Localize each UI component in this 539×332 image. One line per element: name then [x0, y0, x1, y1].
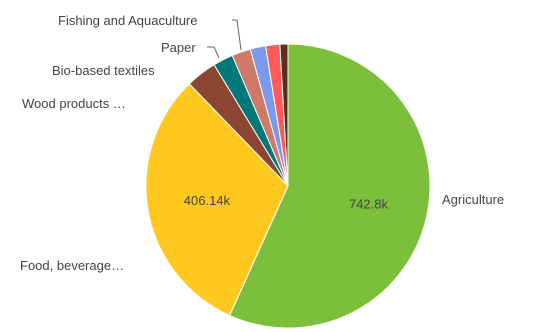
slice-label: Food, beverage… [20, 258, 124, 273]
data-label: 742.8k [349, 196, 389, 211]
pie-slice[interactable] [145, 83, 289, 317]
slice-label: Agriculture [442, 192, 504, 207]
pie-slice[interactable] [228, 43, 431, 329]
slice-label: Paper [161, 40, 196, 55]
slice-label: Bio-based textiles [52, 63, 155, 78]
pie-slice[interactable] [279, 43, 289, 187]
slice-label: Wood products … [22, 96, 126, 111]
slice-label: Fishing and Aquaculture [58, 13, 197, 28]
label-leader-line [207, 46, 220, 59]
label-leader-line [232, 19, 242, 51]
data-label: 406.14k [184, 193, 231, 208]
